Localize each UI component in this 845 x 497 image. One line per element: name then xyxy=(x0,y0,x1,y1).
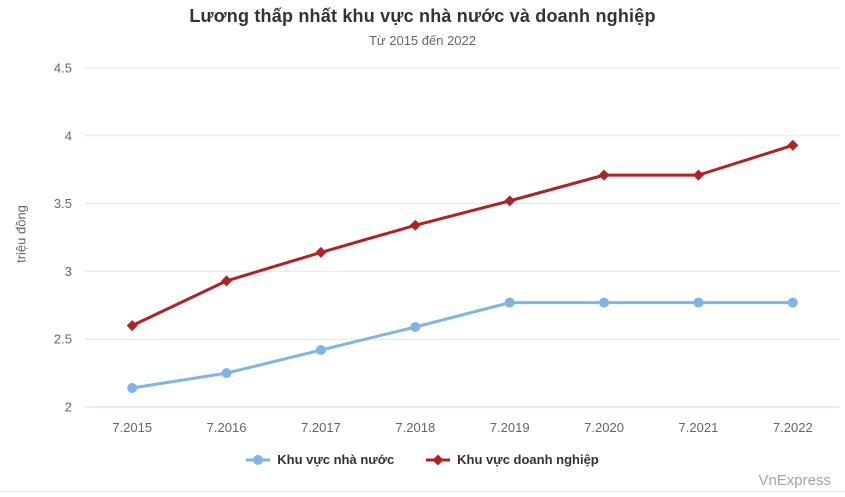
data-point[interactable] xyxy=(127,383,138,394)
y-axis-tick-label: 3 xyxy=(65,264,72,279)
legend: Khu vực nhà nước Khu vực doanh nghiệp xyxy=(0,452,845,467)
data-point[interactable] xyxy=(221,368,232,379)
data-point[interactable] xyxy=(787,297,798,308)
x-axis-tick-label: 7.2021 xyxy=(679,420,719,435)
series-line-1 xyxy=(130,301,795,390)
legend-diamond-marker-icon xyxy=(426,454,451,465)
legend-circle-marker-icon xyxy=(246,454,271,465)
legend-item[interactable]: Khu vực doanh nghiệp xyxy=(426,452,599,467)
legend-label: Khu vực doanh nghiệp xyxy=(457,452,599,467)
x-axis-tick-label: 7.2022 xyxy=(773,420,813,435)
legend-marker-shape xyxy=(253,454,264,465)
data-point[interactable] xyxy=(692,169,704,181)
y-axis-tick-label: 4.5 xyxy=(54,61,72,76)
x-axis-tick-label: 7.2018 xyxy=(395,420,435,435)
legend-marker-shape xyxy=(432,454,444,465)
y-axis-tick-label: 4 xyxy=(65,128,72,143)
data-point[interactable] xyxy=(221,275,233,287)
data-point[interactable] xyxy=(599,297,610,308)
data-point[interactable] xyxy=(693,297,704,308)
legend-label: Khu vực nhà nước xyxy=(277,452,395,467)
x-axis-tick-label: 7.2015 xyxy=(112,420,152,435)
watermark: VnExpress xyxy=(758,472,831,489)
data-point[interactable] xyxy=(315,246,327,258)
data-point[interactable] xyxy=(409,219,421,231)
x-axis-tick-label: 7.2017 xyxy=(301,420,341,435)
chart-subtitle: Từ 2015 đến 2022 xyxy=(368,33,476,48)
data-point[interactable] xyxy=(504,195,516,207)
series-line-2 xyxy=(130,143,795,328)
data-point[interactable] xyxy=(504,297,515,308)
data-point[interactable] xyxy=(787,139,799,151)
legend-item[interactable]: Khu vực nhà nước xyxy=(246,452,394,467)
x-axis-tick-label: 7.2019 xyxy=(490,420,530,435)
data-point[interactable] xyxy=(315,345,326,356)
x-axis-tick-label: 7.2016 xyxy=(207,420,247,435)
bottom-divider xyxy=(0,491,845,492)
x-axis-tick-label: 7.2020 xyxy=(584,420,624,435)
y-axis-tick-label: 2 xyxy=(65,400,72,415)
chart-title: Lương thấp nhất khu vực nhà nước và doan… xyxy=(189,6,656,26)
data-point[interactable] xyxy=(598,169,610,181)
y-axis-tick-label: 3.5 xyxy=(54,196,72,211)
data-point[interactable] xyxy=(126,320,138,332)
y-axis-tick-label: 2.5 xyxy=(54,332,72,347)
data-point[interactable] xyxy=(410,321,421,332)
